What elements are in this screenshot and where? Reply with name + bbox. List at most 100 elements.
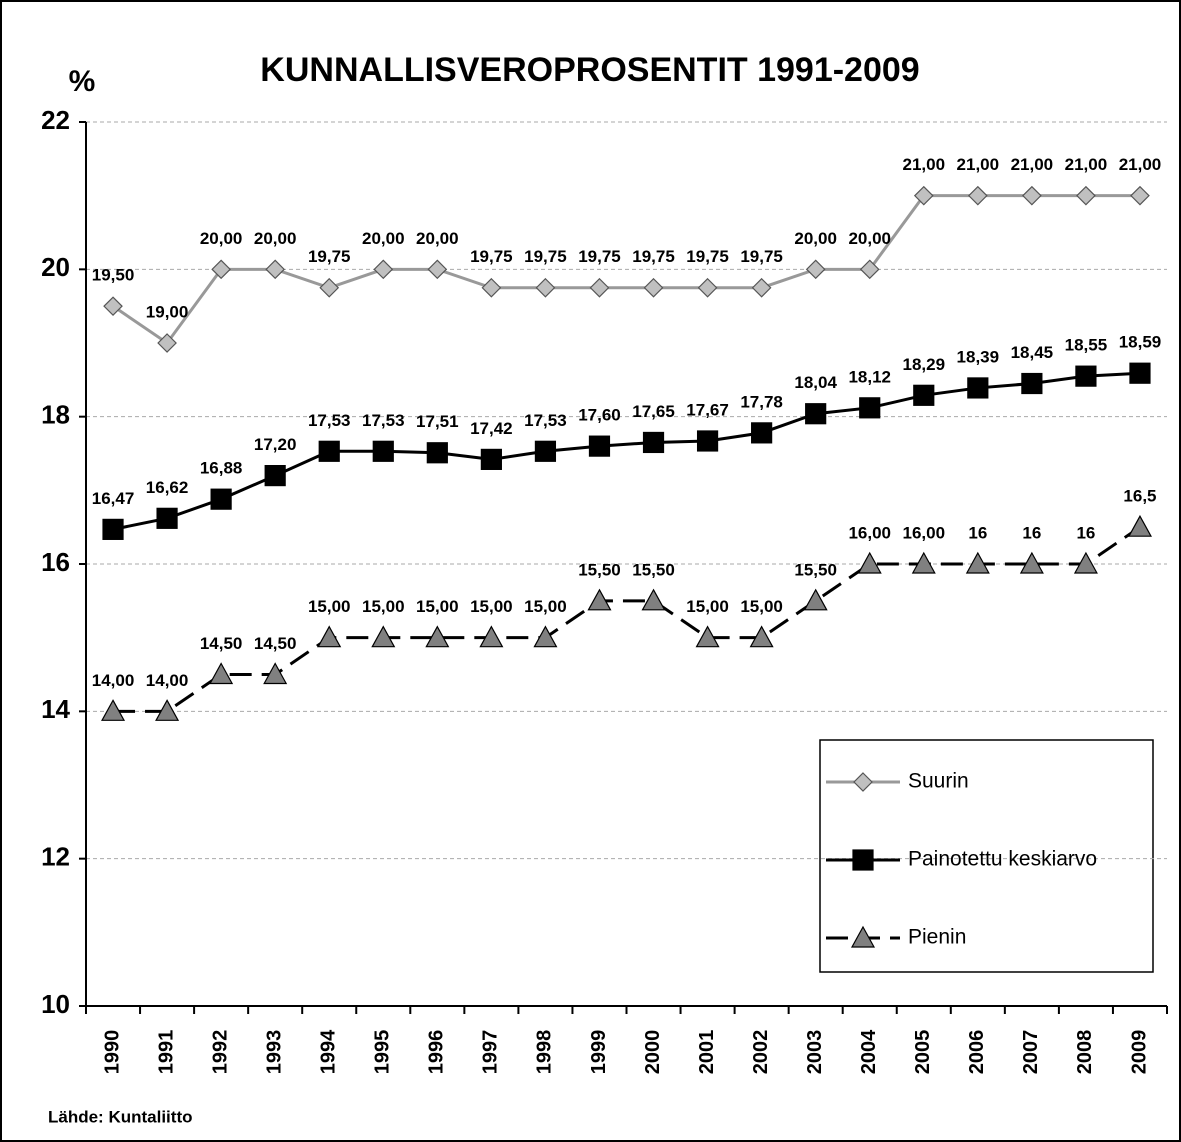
data-point (641, 588, 666, 611)
x-tick-label: 1997 (480, 1030, 502, 1075)
data-point (479, 625, 504, 648)
data-point (911, 551, 936, 574)
data-point (371, 625, 396, 648)
data-point (372, 440, 394, 462)
data-point (803, 588, 828, 611)
data-label: 19,00 (146, 302, 189, 321)
data-point (1022, 185, 1042, 206)
data-point (589, 277, 610, 298)
data-label: 17,60 (578, 406, 621, 425)
data-label: 19,75 (470, 247, 513, 266)
data-point (319, 277, 340, 298)
data-label: 18,29 (903, 355, 946, 374)
data-label: 17,53 (524, 411, 567, 430)
legend-marker (852, 849, 874, 871)
legend-label: Painotettu keskiarvo (908, 848, 1097, 871)
data-point (535, 277, 556, 298)
data-label: 17,65 (632, 402, 675, 421)
data-point (373, 259, 394, 280)
data-point (643, 277, 664, 298)
data-label: 20,00 (200, 229, 243, 248)
data-label: 18,12 (848, 367, 891, 386)
data-point (859, 397, 881, 419)
data-label: 20,00 (362, 229, 405, 248)
legend-label: Suurin (908, 770, 969, 793)
data-point (263, 662, 288, 685)
chart-title: KUNNALLISVEROPROSENTIT 1991-2009 (260, 51, 919, 89)
data-point (751, 422, 773, 444)
data-point (533, 625, 558, 648)
x-tick-label: 2005 (912, 1030, 934, 1075)
data-label: 19,75 (632, 247, 675, 266)
x-tick-label: 2008 (1074, 1030, 1096, 1075)
data-label: 20,00 (848, 229, 891, 248)
data-label: 15,50 (632, 560, 675, 579)
data-label: 17,53 (362, 411, 405, 430)
data-point (967, 185, 988, 206)
data-label: 17,53 (308, 411, 351, 430)
x-tick-label: 1990 (101, 1030, 123, 1075)
data-label: 19,75 (740, 247, 783, 266)
data-point (1073, 551, 1098, 574)
x-tick-label: 1991 (155, 1030, 177, 1075)
data-label: 16,62 (146, 478, 189, 497)
data-label: 19,75 (524, 247, 567, 266)
data-label: 19,75 (578, 247, 621, 266)
data-point (102, 518, 124, 540)
data-label: 17,51 (416, 412, 459, 431)
data-point (857, 551, 882, 574)
data-point (265, 259, 286, 280)
data-label: 18,45 (1011, 343, 1054, 362)
data-point (534, 440, 557, 462)
data-point (209, 662, 234, 685)
data-point (805, 259, 826, 280)
data-point (913, 384, 935, 406)
data-label: 19,50 (92, 266, 135, 285)
data-label: 14,00 (146, 671, 189, 690)
data-label: 16 (968, 523, 987, 542)
y-tick-label: 18 (41, 400, 70, 430)
data-point (156, 507, 178, 529)
data-label: 14,50 (254, 634, 297, 653)
data-label: 17,78 (740, 392, 783, 411)
data-label: 15,00 (686, 597, 729, 616)
data-point (155, 699, 180, 721)
data-point (318, 440, 340, 462)
legend-marker (850, 925, 876, 948)
data-label: 16,5 (1123, 487, 1156, 506)
data-label: 16,00 (848, 523, 891, 542)
y-tick-label: 10 (41, 989, 70, 1019)
x-tick-label: 2004 (858, 1029, 880, 1074)
data-point (210, 488, 232, 510)
data-label: 15,00 (362, 597, 405, 616)
y-tick-label: 12 (41, 842, 70, 872)
data-point (425, 625, 450, 648)
x-tick-label: 1999 (588, 1030, 610, 1075)
data-label: 17,67 (686, 400, 729, 419)
data-label: 18,39 (957, 347, 1000, 366)
data-label: 16 (1022, 523, 1041, 542)
data-point (1127, 514, 1152, 537)
x-tick-label: 2006 (966, 1030, 988, 1075)
data-label: 18,55 (1065, 336, 1108, 355)
x-tick-label: 1996 (426, 1030, 448, 1075)
data-label: 21,00 (957, 155, 1000, 174)
data-point (1076, 185, 1096, 206)
data-label: 21,00 (1011, 155, 1054, 174)
x-tick-label: 1992 (209, 1030, 231, 1075)
data-point (697, 277, 718, 298)
data-point (264, 465, 286, 487)
x-tick-label: 1998 (534, 1030, 556, 1075)
data-point (157, 333, 177, 353)
data-label: 15,00 (740, 597, 783, 616)
x-tick-label: 2003 (804, 1030, 826, 1075)
data-label: 21,00 (1065, 155, 1108, 174)
x-tick-label: 2007 (1020, 1030, 1042, 1075)
y-axis-label: % (69, 65, 96, 98)
data-label: 15,00 (470, 597, 513, 616)
data-point (1075, 365, 1097, 387)
x-tick-label: 2009 (1128, 1030, 1150, 1075)
data-point (642, 431, 665, 454)
data-point (1021, 372, 1043, 395)
